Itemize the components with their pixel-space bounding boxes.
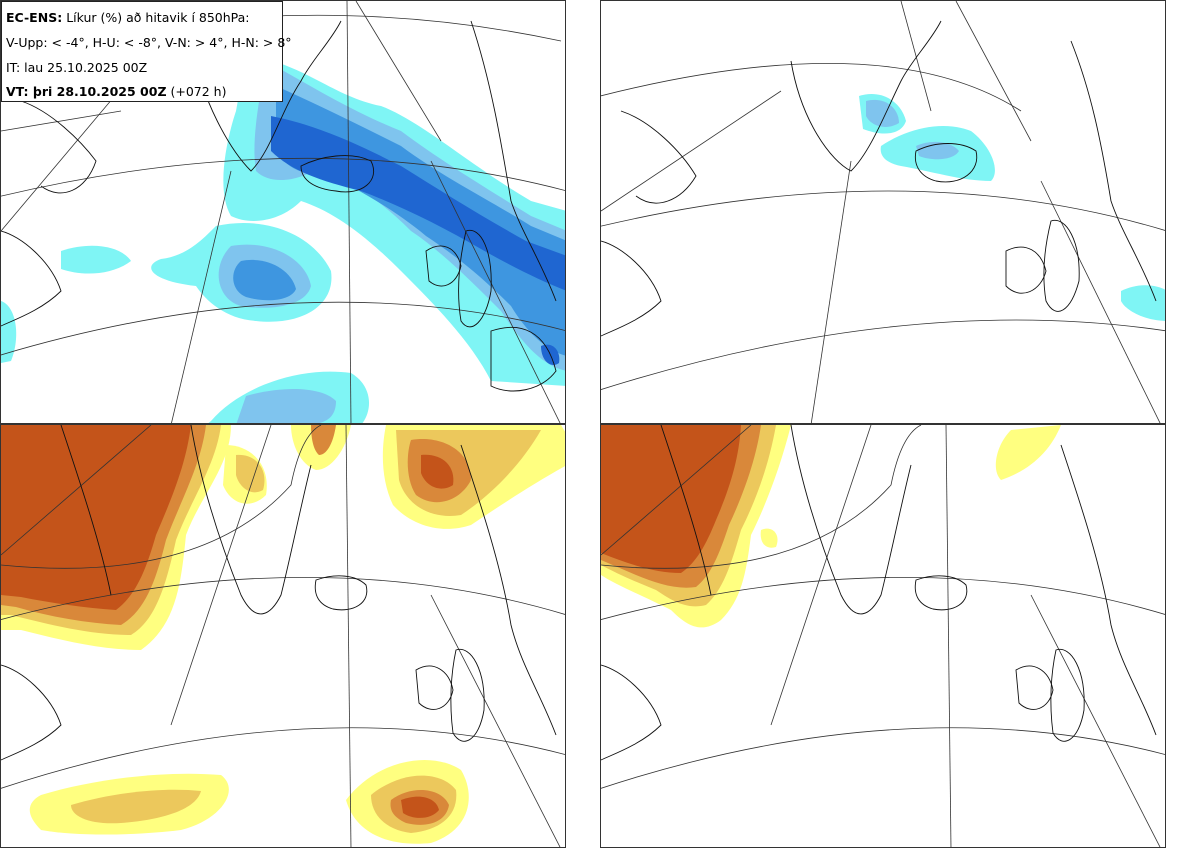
map-canvas <box>601 1 1165 423</box>
probability-field <box>601 425 1061 628</box>
map-canvas <box>1 1 565 423</box>
probability-field <box>1 425 565 844</box>
probability-field <box>1 56 565 423</box>
coastlines <box>601 20 1157 337</box>
map-canvas <box>601 425 1165 847</box>
valid-time: VT: þri 28.10.2025 00Z <box>6 84 167 99</box>
model-label: EC-ENS: <box>6 10 63 25</box>
coastlines <box>1 20 557 392</box>
init-time: IT: lau 25.10.2025 00Z <box>6 60 148 75</box>
map-panel-warm-strong: 1009565355 <box>600 424 1166 848</box>
info-box: EC-ENS: Líkur (%) að hitavik í 850hPa: V… <box>1 1 292 102</box>
graticule <box>1 425 565 847</box>
coastlines <box>1 425 557 761</box>
map-panel-cold-weak: EC-ENS: Líkur (%) að hitavik í 850hPa: V… <box>0 0 566 424</box>
graticule <box>601 1 1165 423</box>
lead-time: (+072 h) <box>170 84 227 99</box>
probability-field <box>859 93 1165 321</box>
coastlines <box>601 425 1157 761</box>
map-panel-cold-strong: 1009565355 <box>600 0 1166 424</box>
map-panel-warm-weak: 1009565355 <box>0 424 566 848</box>
threshold-legend: V-Upp: < -4°, H-U: < -8°, V-N: > 4°, H-N… <box>6 35 292 50</box>
map-canvas <box>1 425 565 847</box>
graticule <box>601 425 1165 847</box>
product-title: Líkur (%) að hitavik í 850hPa: <box>66 10 250 25</box>
